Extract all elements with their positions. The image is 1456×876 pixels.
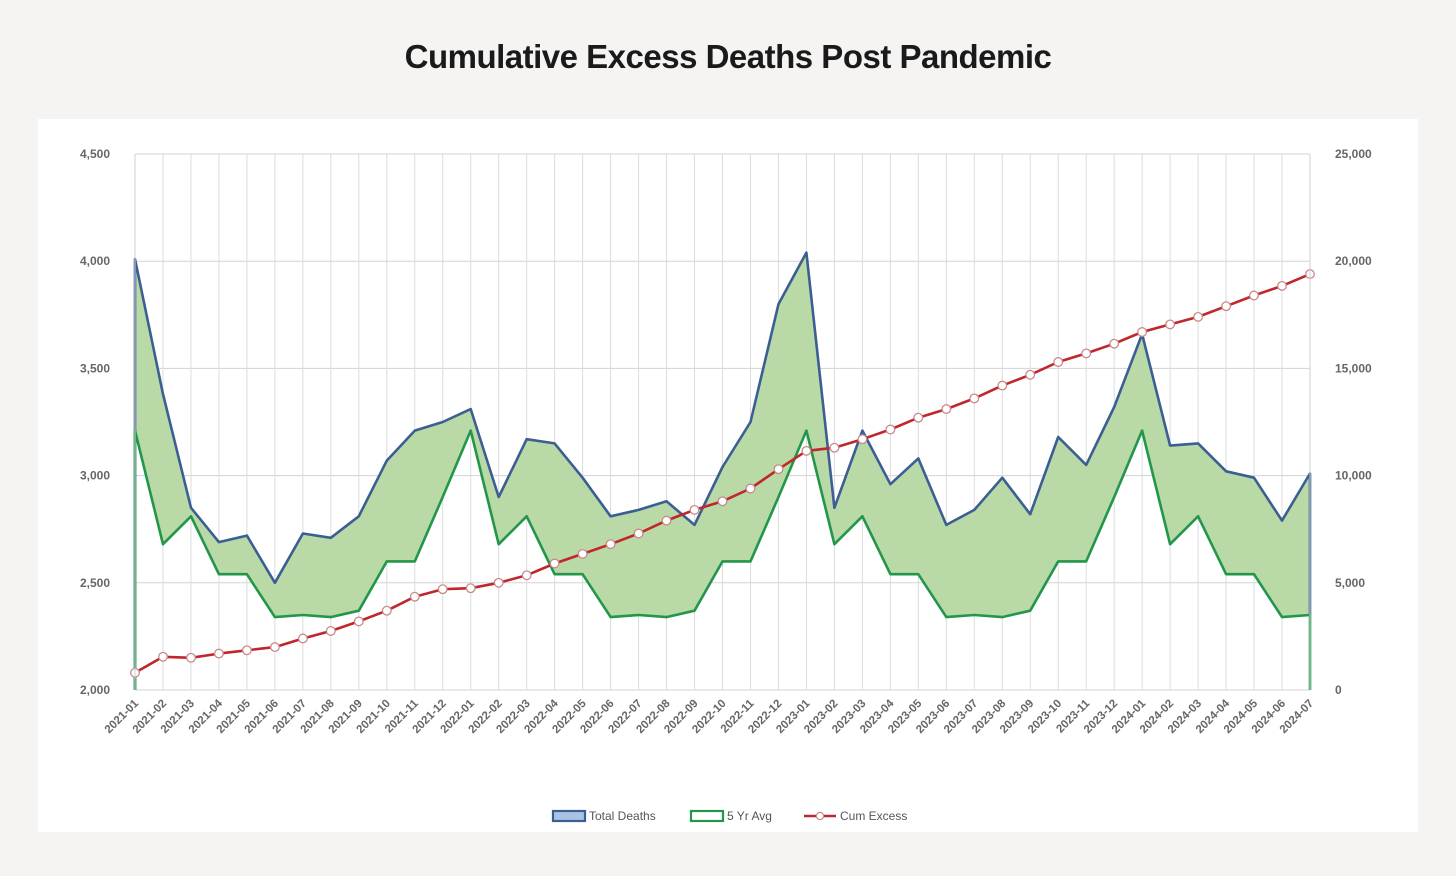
cum-excess-point	[577, 548, 588, 559]
legend-item: Total Deaths	[551, 809, 656, 823]
left-tick-label: 3,000	[80, 469, 110, 483]
cum-excess-point	[521, 570, 532, 581]
cum-excess-point	[1081, 348, 1092, 359]
cum-excess-point	[941, 404, 952, 415]
left-tick-label: 2,000	[80, 683, 110, 697]
right-tick-label: 25,000	[1335, 147, 1372, 161]
cum-excess-point	[1053, 357, 1064, 367]
cum-excess-point	[633, 528, 644, 539]
cum-excess-point	[1221, 301, 1232, 312]
cum-excess-point	[1109, 338, 1120, 349]
legend-item: 5 Yr Avg	[689, 809, 772, 823]
legend-swatch	[689, 809, 725, 823]
cum-excess-point	[269, 642, 280, 653]
cum-excess-point	[549, 558, 560, 569]
cum-excess-point	[1249, 290, 1259, 301]
legend-label: Cum Excess	[840, 809, 907, 823]
cum-excess-point	[186, 652, 196, 663]
cum-excess-point	[1193, 311, 1204, 322]
left-tick-label: 4,500	[80, 147, 110, 161]
legend-swatch	[551, 809, 587, 823]
cum-excess-point	[353, 616, 364, 627]
left-tick-label: 2,500	[80, 576, 110, 590]
legend: Total Deaths 5 Yr Avg Cum Excess	[551, 809, 907, 823]
cum-excess-point	[1277, 280, 1287, 291]
left-tick-label: 4,000	[80, 254, 110, 268]
cum-excess-point	[745, 483, 756, 494]
cum-excess-point	[437, 584, 448, 595]
cum-excess-point	[885, 424, 896, 435]
chart-panel: 2,000 2,500 3,000 3,500 4,000 4,500 0 5,000 10,0…	[38, 119, 1418, 832]
cum-excess-point	[773, 464, 784, 475]
legend-item: Cum Excess	[804, 809, 907, 823]
cum-excess-point	[381, 605, 392, 616]
cum-excess-point	[1137, 327, 1148, 337]
page-title: Cumulative Excess Deaths Post Pandemic	[404, 38, 1052, 75]
cum-excess-point	[997, 380, 1008, 391]
cum-excess-point	[605, 539, 616, 550]
series-line-5-yr-avg	[133, 429, 1312, 690]
cum-excess-point	[493, 577, 504, 588]
chart: 2,000 2,500 3,000 3,500 4,000 4,500 0 5,000 10,0…	[80, 147, 1372, 823]
cum-excess-point	[717, 496, 728, 507]
cum-excess-point	[241, 645, 252, 656]
right-tick-label: 15,000	[1335, 361, 1372, 375]
cum-excess-point	[465, 583, 476, 594]
cum-excess-point	[297, 633, 308, 644]
series-line-total-deaths	[133, 251, 1312, 690]
right-tick-label: 20,000	[1335, 254, 1372, 268]
right-tick-label: 10,000	[1335, 469, 1372, 483]
left-tick-label: 3,500	[80, 361, 110, 375]
cum-excess-point	[409, 591, 420, 602]
cum-excess-point	[969, 393, 980, 404]
legend-label: Total Deaths	[589, 809, 656, 823]
cum-excess-point	[801, 445, 812, 456]
legend-label: 5 Yr Avg	[727, 809, 772, 823]
legend-marker	[815, 811, 825, 821]
cum-excess-point	[913, 412, 924, 423]
cum-excess-point	[213, 648, 224, 659]
cum-excess-point	[689, 504, 700, 515]
right-tick-label: 0	[1335, 683, 1342, 697]
cum-excess-point	[158, 651, 168, 662]
cum-excess-point	[661, 515, 672, 526]
cum-excess-point	[1165, 319, 1176, 330]
cum-excess-point	[829, 442, 840, 453]
cum-excess-point	[1025, 369, 1036, 380]
right-tick-label: 5,000	[1335, 576, 1365, 590]
series-lines	[130, 251, 1315, 690]
cum-excess-point	[857, 434, 868, 445]
cum-excess-point	[325, 626, 336, 636]
